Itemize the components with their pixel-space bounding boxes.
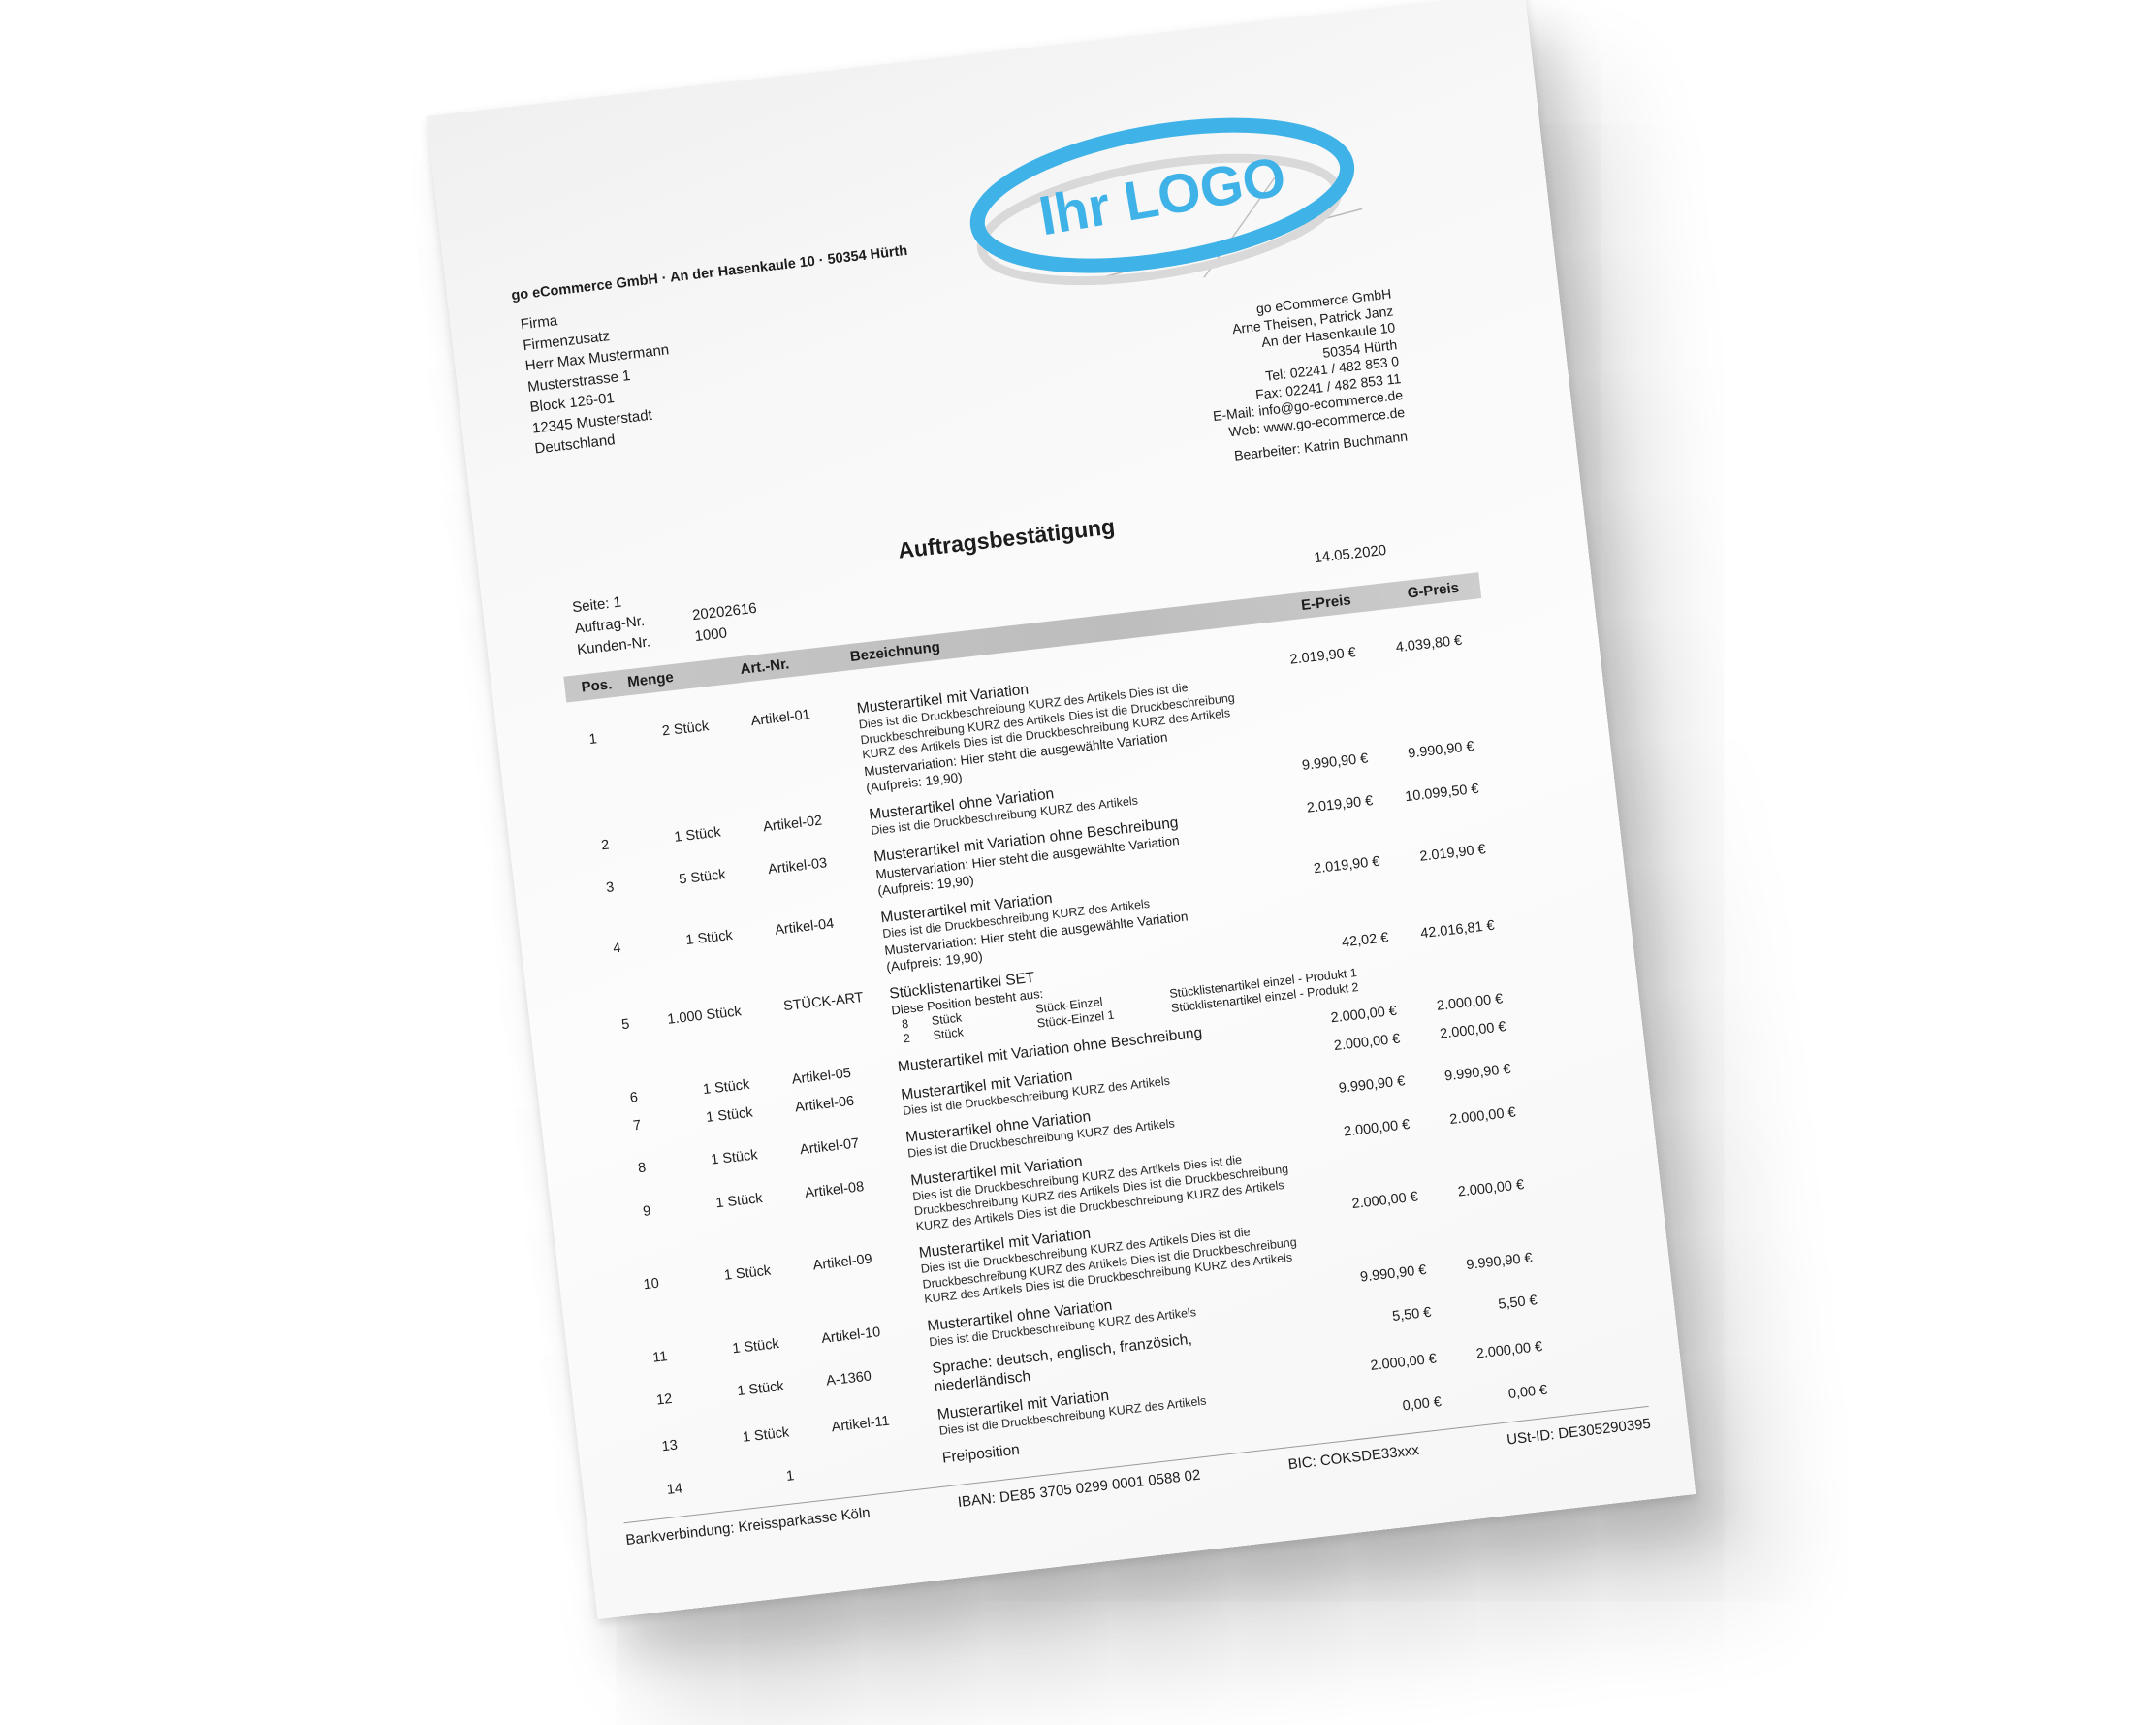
row-pos: 7 (632, 1117, 643, 1134)
row-quantity: 1 Stück (705, 1104, 754, 1126)
order-confirmation-page: Ihr LOGO go eCommerce GmbH · An der Hase… (427, 0, 1696, 1619)
header-pos: Pos. (580, 676, 614, 696)
row-pos: 6 (628, 1089, 639, 1106)
row-quantity: 1 Stück (673, 823, 722, 846)
row-quantity: 1 Stück (731, 1335, 780, 1357)
row-quantity: 1 (785, 1467, 796, 1485)
footer-bank: Bankverbindung: Kreissparkasse Köln (624, 1504, 872, 1549)
row-quantity: 1 Stück (723, 1262, 772, 1284)
row-pos: 5 (620, 1015, 631, 1033)
row-pos: 10 (642, 1275, 660, 1294)
recipient-address-block: Firma Firmenzusatz Herr Max Mustermann M… (520, 299, 680, 460)
row-pos: 11 (651, 1348, 669, 1366)
header-gpreis: G-Preis (1406, 579, 1460, 602)
company-logo: Ihr LOGO (956, 91, 1371, 307)
seite-label: Seite: (571, 594, 611, 617)
row-pos: 3 (605, 879, 616, 897)
footer-bic: BIC: COKSDE33xxx (1286, 1441, 1420, 1474)
document-date: 14.05.2020 (1313, 541, 1388, 567)
header-epreis: E-Preis (1300, 591, 1352, 615)
logo-graphic: Ihr LOGO (969, 117, 1363, 286)
component-qty: 2 (903, 1031, 911, 1046)
row-pos: 8 (637, 1160, 648, 1177)
sender-line: go eCommerce GmbH · An der Hasenkaule 10… (510, 242, 909, 304)
header-bezeichnung: Bezeichnung (848, 638, 941, 666)
table-body: 1 2 Stück Artikel-01 Musterartikel mit V… (497, 616, 1684, 1517)
company-info-block: go eCommerce GmbH Arne Theisen, Patrick … (1200, 286, 1409, 467)
header-artnr: Art.-Nr. (739, 655, 791, 678)
component-unit: Stück (931, 1010, 963, 1028)
row-quantity: 1 Stück (736, 1378, 785, 1400)
row-pos: 4 (612, 940, 622, 957)
kunden-value: 1000 (693, 624, 728, 646)
row-pos: 13 (660, 1437, 679, 1455)
row-pos: 14 (665, 1480, 683, 1498)
row-quantity: 1 Stück (710, 1147, 759, 1168)
auftrag-value: 20202616 (691, 599, 758, 624)
row-quantity: 2 Stück (661, 719, 710, 740)
row-quantity: 1 Stück (742, 1424, 790, 1446)
row-pos: 9 (642, 1202, 652, 1220)
component-unit: Stück (932, 1025, 965, 1042)
footer-iban: IBAN: DE85 3705 0299 0001 0588 02 (957, 1466, 1202, 1512)
row-pos: 2 (600, 837, 611, 853)
row-quantity: 1 Stück (684, 927, 734, 949)
header-menge: Menge (626, 668, 675, 691)
component-qty: 8 (901, 1016, 909, 1031)
row-quantity: 1 Stück (702, 1076, 751, 1098)
row-quantity: 1 Stück (714, 1190, 764, 1211)
row-pos: 12 (655, 1390, 674, 1409)
seite-value: 1 (612, 593, 622, 612)
row-pos: 1 (587, 731, 598, 749)
row-quantity: 1.000 Stück (666, 1003, 743, 1028)
logo-ellipse (969, 117, 1355, 273)
row-quantity: 5 Stück (678, 867, 727, 888)
